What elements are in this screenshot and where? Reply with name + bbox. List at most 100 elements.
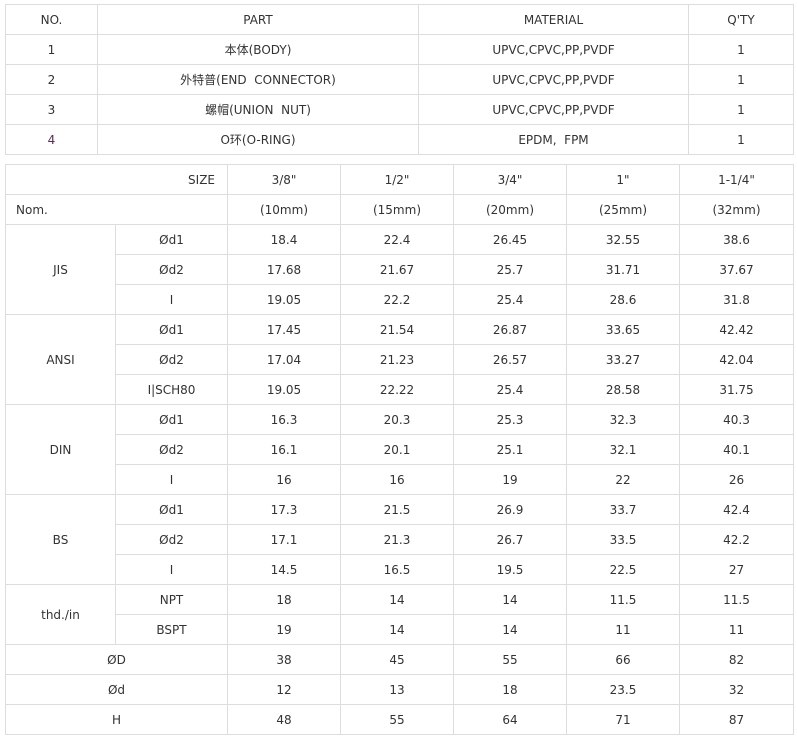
- table-cell: 17.45: [227, 314, 341, 345]
- dimensions-table: SIZE 3/8" 1/2" 3/4" 1" 1-1/4" Nom. (10mm) (15mm)…: [5, 164, 794, 735]
- table-cell: 22.2: [340, 284, 454, 315]
- table-cell: 26.7: [453, 524, 567, 555]
- table-cell: Ød2: [115, 344, 228, 375]
- table-cell: 45: [340, 644, 454, 675]
- table-row: I 16 16 19 22 26: [6, 464, 794, 495]
- table-cell: 27: [679, 554, 794, 585]
- table-cell: 25.4: [453, 374, 567, 405]
- table-cell: 17.04: [227, 344, 341, 375]
- table-cell: 20.3: [340, 404, 454, 435]
- table-cell: 55: [340, 704, 454, 735]
- table-cell: 14: [453, 614, 567, 645]
- table-cell: 32.3: [566, 404, 680, 435]
- table-cell: 33.27: [566, 344, 680, 375]
- table-cell: 19.05: [227, 374, 341, 405]
- table-cell: 14: [340, 614, 454, 645]
- table-cell: 28.58: [566, 374, 680, 405]
- table-cell: 2: [5, 64, 98, 95]
- table-cell: 87: [679, 704, 794, 735]
- standard-label: thd./in: [5, 584, 116, 645]
- table-row: I 19.05 22.2 25.4 28.6 31.8: [6, 284, 794, 315]
- size-header: 1": [566, 164, 680, 195]
- table-cell: 外特普(END CONNECTOR): [97, 64, 419, 95]
- table-cell: 26: [679, 464, 794, 495]
- table-cell: UPVC,CPVC,PP,PVDF: [418, 94, 689, 125]
- size-header: 1/2": [340, 164, 454, 195]
- nom-value: (10mm): [227, 194, 341, 225]
- table-cell: Ød1: [115, 404, 228, 435]
- table-row: 2 外特普(END CONNECTOR) UPVC,CPVC,PP,PVDF 1: [5, 64, 794, 95]
- table-cell: 18: [453, 674, 567, 705]
- table-cell: 17.68: [227, 254, 341, 285]
- table-cell: 33.7: [566, 494, 680, 525]
- standard-label: BS: [5, 494, 116, 585]
- table-row: ØD 38 45 55 66 82: [5, 644, 794, 675]
- table-cell: 71: [566, 704, 680, 735]
- standard-label: JIS: [5, 224, 116, 315]
- table-cell: 20.1: [340, 434, 454, 465]
- table-cell: 1: [688, 94, 794, 125]
- column-header: PART: [97, 4, 419, 35]
- table-cell: BSPT: [115, 614, 228, 645]
- nom-row: Nom. (10mm) (15mm) (20mm) (25mm) (32mm): [5, 194, 794, 225]
- table-row: BS Ød1 17.3 21.5 26.9 33.7 42.4: [5, 494, 794, 585]
- table-row: H 48 55 64 71 87: [5, 704, 794, 735]
- table-row: Ød2 17.04 21.23 26.57 33.27 42.04: [6, 344, 794, 375]
- table-row: Ød2 16.1 20.1 25.1 32.1 40.1: [6, 434, 794, 465]
- header-row: NO. PART MATERIAL Q'TY: [5, 4, 794, 35]
- table-cell: 19: [453, 464, 567, 495]
- table-row: Ød 12 13 18 23.5 32: [5, 674, 794, 705]
- table-cell: 11.5: [679, 584, 794, 615]
- table-cell: 40.1: [679, 434, 794, 465]
- table-cell: 38: [227, 644, 341, 675]
- table-cell: 37.67: [679, 254, 794, 285]
- table-cell: O环(O-RING): [97, 124, 419, 155]
- table-cell: 82: [679, 644, 794, 675]
- table-cell: 21.54: [340, 314, 454, 345]
- table-cell: NPT: [115, 584, 228, 615]
- table-row: I|SCH80 19.05 22.22 25.4 28.58 31.75: [6, 374, 794, 405]
- table-row: JIS Ød1 18.4 22.4 26.45 32.55 38.6: [5, 224, 794, 315]
- table-cell: 23.5: [566, 674, 680, 705]
- table-cell: 18: [227, 584, 341, 615]
- table-cell: 42.4: [679, 494, 794, 525]
- table-cell: Ød2: [115, 434, 228, 465]
- table-cell: UPVC,CPVC,PP,PVDF: [418, 34, 689, 65]
- table-cell: 14.5: [227, 554, 341, 585]
- column-header: NO.: [5, 4, 98, 35]
- table-cell: 19: [227, 614, 341, 645]
- table-cell: 32: [679, 674, 794, 705]
- table-cell: 32.55: [566, 224, 680, 255]
- table-cell: 1: [688, 124, 794, 155]
- table-row: 4 O环(O-RING) EPDM, FPM 1: [5, 124, 794, 155]
- table-cell: 16.1: [227, 434, 341, 465]
- table-cell: 66: [566, 644, 680, 675]
- table-cell: 26.57: [453, 344, 567, 375]
- table-row: thd./in NPT 18 14 14 11.5 11.5: [5, 584, 794, 645]
- column-header: Q'TY: [688, 4, 794, 35]
- table-cell: 21.67: [340, 254, 454, 285]
- table-cell: 40.3: [679, 404, 794, 435]
- table-cell: 31.71: [566, 254, 680, 285]
- table-cell: 14: [340, 584, 454, 615]
- table-cell: 1: [5, 34, 98, 65]
- table-cell: 25.4: [453, 284, 567, 315]
- table-cell: 22.5: [566, 554, 680, 585]
- size-header: 3/4": [453, 164, 567, 195]
- table-cell: 32.1: [566, 434, 680, 465]
- table-cell: 1: [688, 34, 794, 65]
- table-cell: 42.2: [679, 524, 794, 555]
- size-header: 1-1/4": [679, 164, 794, 195]
- table-row: BSPT 19 14 14 11 11: [6, 614, 794, 645]
- table-cell: 48: [227, 704, 341, 735]
- table-cell: Ød1: [115, 314, 228, 345]
- table-row: Ød2 17.1 21.3 26.7 33.5 42.2: [6, 524, 794, 555]
- table-row: 3 螺帽(UNION NUT) UPVC,CPVC,PP,PVDF 1: [5, 94, 794, 125]
- nom-value: (15mm): [340, 194, 454, 225]
- table-cell: 31.75: [679, 374, 794, 405]
- table-cell: 21.23: [340, 344, 454, 375]
- table-cell: 19.05: [227, 284, 341, 315]
- table-cell: 25.3: [453, 404, 567, 435]
- table-cell: I: [115, 554, 228, 585]
- table-cell: 21.5: [340, 494, 454, 525]
